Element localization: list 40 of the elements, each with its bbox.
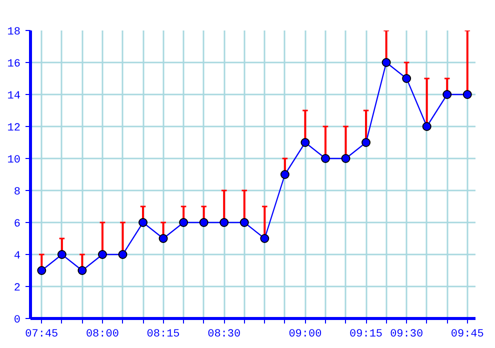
point [179, 218, 188, 227]
point [402, 74, 412, 83]
point [240, 218, 249, 227]
y-tick-label: 2 [14, 282, 21, 294]
x-tick-label: 08:15 [146, 328, 180, 340]
point [138, 218, 148, 227]
y-tick-label: 18 [7, 26, 20, 38]
point [320, 154, 330, 163]
point [382, 58, 391, 67]
x-tick-label: 08:00 [86, 328, 119, 340]
point [422, 122, 432, 131]
y-tick-label: 6 [14, 218, 21, 230]
x-tick-label: 09:45 [450, 328, 484, 340]
y-tick-label: 14 [7, 90, 21, 102]
y-tick-label: 16 [7, 58, 20, 70]
point [280, 170, 290, 179]
point [462, 90, 472, 99]
point [220, 218, 229, 227]
point [442, 90, 452, 99]
x-tick-label: 09:00 [288, 328, 322, 340]
point [260, 234, 270, 243]
point [199, 218, 208, 227]
x-tick-label: 08:30 [208, 328, 241, 340]
x-tick-label: 09:30 [390, 328, 424, 340]
x-tick-label: 09:15 [350, 328, 383, 340]
point [37, 266, 46, 275]
point [118, 250, 128, 259]
point [362, 138, 371, 147]
y-tick-label: 0 [14, 314, 21, 326]
point [78, 266, 87, 275]
y-tick-label: 4 [14, 250, 21, 262]
point [57, 250, 66, 259]
y-tick-label: 12 [7, 122, 20, 134]
x-tick-label: 07:45 [25, 328, 58, 340]
point [98, 250, 107, 259]
point [158, 234, 168, 243]
y-tick-label: 8 [14, 186, 21, 198]
point [341, 154, 350, 163]
y-tick-label: 10 [7, 154, 20, 166]
point [300, 138, 310, 147]
